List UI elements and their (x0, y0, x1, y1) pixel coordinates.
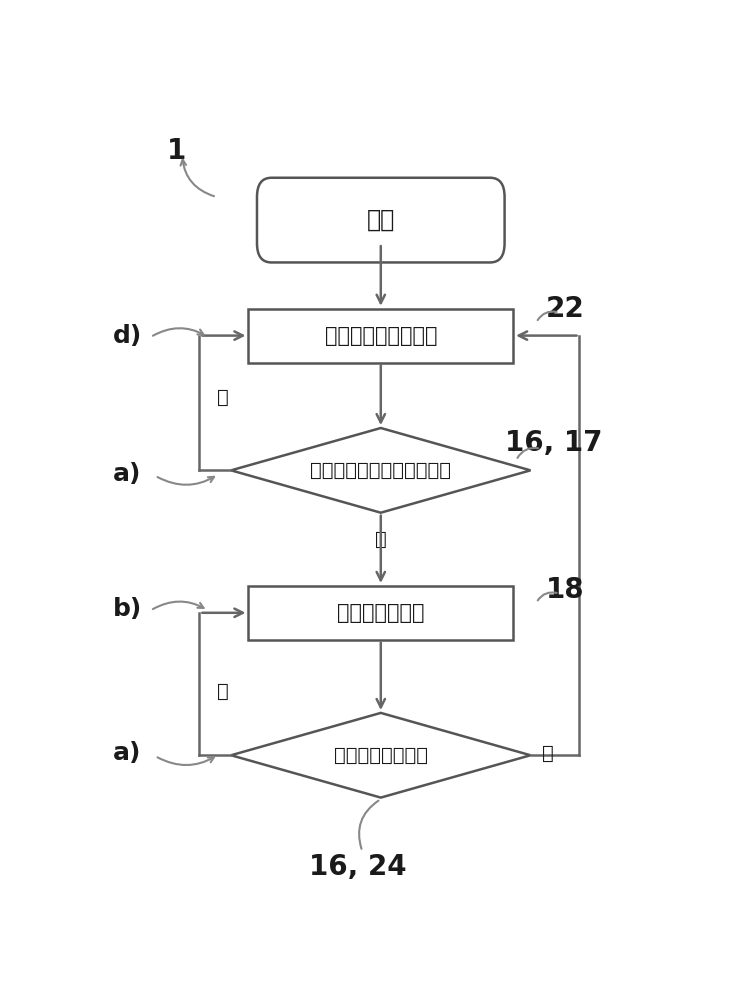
Text: 切换到增压模式: 切换到增压模式 (337, 603, 424, 623)
Bar (248, 309, 513, 363)
Text: 22: 22 (545, 295, 585, 323)
Text: 开始: 开始 (366, 208, 395, 232)
Text: 16, 17: 16, 17 (504, 429, 603, 457)
Bar (248, 586, 513, 640)
Text: d): d) (113, 324, 142, 348)
Text: 内燃机正常运行模式: 内燃机正常运行模式 (325, 326, 437, 346)
Text: 加速度高于增压负载阈値？: 加速度高于增压负载阈値？ (311, 461, 451, 480)
Text: 是: 是 (375, 530, 386, 549)
Text: 否: 否 (216, 388, 228, 407)
Text: 否: 否 (216, 682, 228, 701)
Text: b): b) (113, 597, 142, 621)
Text: 16, 24: 16, 24 (309, 853, 406, 881)
Text: 是: 是 (542, 743, 554, 762)
Text: 1: 1 (166, 137, 186, 165)
Text: a): a) (113, 741, 142, 765)
Text: 18: 18 (546, 576, 584, 604)
Polygon shape (231, 713, 531, 798)
Text: 达到最终运行点？: 达到最终运行点？ (334, 746, 428, 765)
Text: a): a) (113, 462, 142, 486)
FancyBboxPatch shape (257, 178, 504, 262)
Polygon shape (231, 428, 531, 513)
